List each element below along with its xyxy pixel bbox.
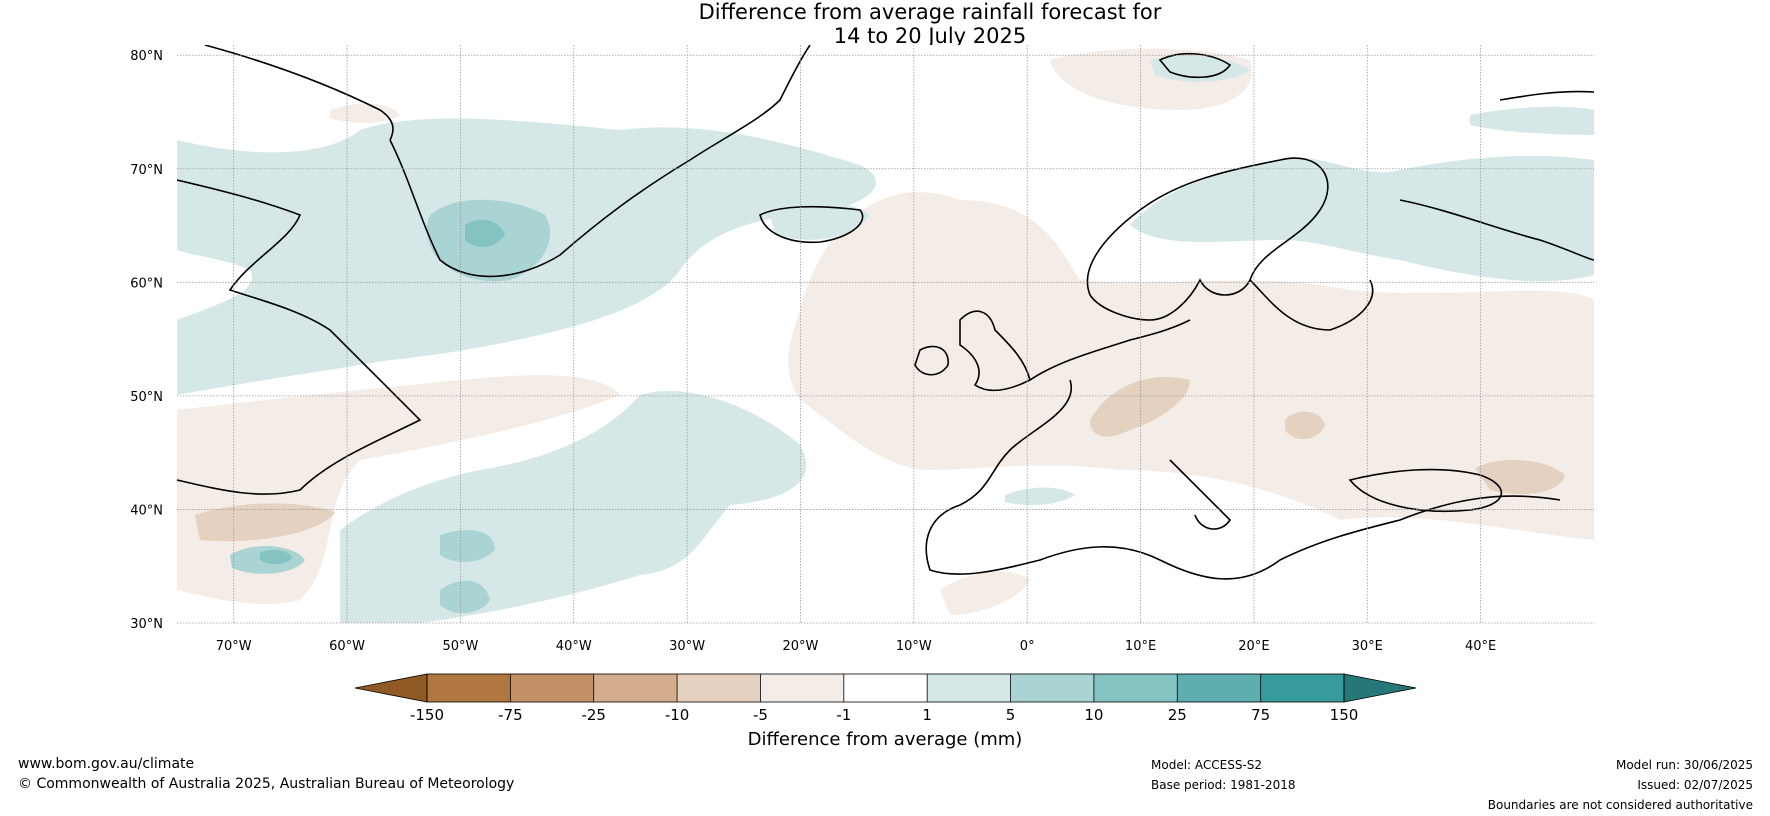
coast-novaya (1499, 90, 1594, 101)
lat-label: 70°N (130, 163, 163, 178)
lon-label: 10°W (896, 639, 932, 654)
coast-russia-north (1399, 199, 1594, 261)
colorbar-segment (1260, 674, 1344, 702)
colorbar-tick-label: -5 (753, 706, 768, 724)
coast-black-sea (1348, 468, 1503, 513)
colorbar-tick-label: 1 (922, 706, 932, 724)
colorbar-segment (1093, 674, 1178, 702)
colorbar-extend-high (1343, 673, 1417, 703)
lon-label: 60°W (329, 639, 365, 654)
lat-label: 80°N (130, 49, 163, 64)
dry-spot-carpathians (1285, 411, 1325, 440)
footer-base-period: Base period: 1981-2018 (1151, 778, 1296, 792)
footer-model-run: Model run: 30/06/2025 (1615, 758, 1753, 772)
lon-label: 0° (1020, 639, 1035, 654)
colorbar-tick-label: -1 (836, 706, 851, 724)
dry-region-north-atlantic (330, 103, 400, 123)
wet-region-iceland (770, 202, 870, 240)
lat-label: 30°N (130, 617, 163, 632)
lon-label: 40°E (1465, 639, 1496, 654)
coast-greenland (389, 45, 811, 278)
colorbar-tick-label: 5 (1006, 706, 1016, 724)
colorbar-tick-label: -150 (410, 706, 444, 724)
coast-british-isles (959, 310, 1031, 392)
colorbar-segment (510, 674, 594, 702)
coast-europe (925, 319, 1561, 580)
lon-label: 20°W (783, 639, 819, 654)
colorbar-segment (427, 674, 511, 702)
latitude-labels: 80°N 70°N 60°N 50°N 40°N 30°N (130, 49, 163, 632)
dry-spot-alps (1090, 376, 1190, 437)
coast-ireland (914, 345, 949, 376)
wet-spot-atlantic-south (440, 580, 490, 614)
colorbar-tick-label: -25 (581, 706, 606, 724)
wet-region-azores (340, 391, 807, 623)
coast-italy (1169, 459, 1232, 530)
lon-label: 40°W (556, 639, 592, 654)
colorbar-segment (927, 674, 1011, 702)
footer-issued: Issued: 02/07/2025 (1637, 778, 1753, 792)
colorbar-segment (593, 674, 678, 702)
coast-iceland (759, 205, 864, 244)
footer-model: Model: ACCESS-S2 (1151, 758, 1263, 772)
lat-label: 50°N (130, 390, 163, 405)
lon-label: 30°W (669, 639, 705, 654)
footer-website[interactable]: www.bom.gov.au/climate (18, 756, 195, 772)
colorbar-label: Difference from average (mm) (748, 729, 1023, 750)
colorbar-extend-low (354, 673, 428, 703)
colorbar-tick-label: -75 (498, 706, 523, 724)
lon-label: 30°E (1352, 639, 1383, 654)
lat-label: 60°N (130, 276, 163, 291)
colorbar-tick-label: 75 (1251, 706, 1270, 724)
coast-greenland-north (204, 45, 394, 141)
wet-region-scandinavia (1130, 155, 1594, 282)
footer-disclaimer: Boundaries are not considered authoritat… (1487, 798, 1753, 812)
colorbar-tick-label: 25 (1168, 706, 1187, 724)
colorbar-segment (1010, 674, 1094, 702)
lon-label: 20°E (1238, 639, 1269, 654)
anomaly-fields (177, 48, 1594, 623)
coast-baltic (1249, 279, 1374, 331)
title-line-1: Difference from average rainfall forecas… (698, 0, 1162, 24)
colorbar-tick-label: 10 (1084, 706, 1103, 724)
lon-label: 10°E (1125, 639, 1156, 654)
colorbar: -150 -75 -25 -10 -5 -1 1 5 10 25 75 150 (354, 673, 1417, 724)
lon-label: 50°W (442, 639, 478, 654)
gridlines (177, 45, 1594, 624)
dry-region-south-atlantic (177, 375, 620, 605)
colorbar-segment (760, 674, 844, 702)
coast-baffin (177, 179, 422, 495)
coast-spitsbergen (1158, 52, 1232, 79)
title-line-2: 14 to 20 July 2025 (833, 24, 1027, 48)
wet-region-mediterranean (1005, 487, 1075, 506)
coast-scandinavia (1086, 157, 1329, 321)
wet-spot-azores (440, 530, 495, 562)
footer-copyright: © Commonwealth of Australia 2025, Austra… (18, 776, 515, 792)
dry-region-north-africa (940, 571, 1030, 615)
dry-region-europe (788, 192, 1594, 540)
lat-label: 40°N (130, 503, 163, 518)
wet-core-greenland (465, 219, 505, 247)
colorbar-segment (843, 674, 928, 702)
colorbar-tick-label: -10 (665, 706, 690, 724)
map-title: Difference from average rainfall forecas… (0, 0, 1770, 48)
colorbar-tick-label: 150 (1330, 706, 1359, 724)
colorbar-segment (1177, 674, 1261, 702)
coastlines (177, 45, 1594, 580)
dry-spot-atlantic (195, 503, 335, 542)
colorbar-segment (677, 674, 761, 702)
wet-core-bermuda (260, 549, 292, 565)
wet-region-kara (1470, 106, 1594, 135)
longitude-labels: 70°W 60°W 50°W 40°W 30°W 20°W 10°W 0° 10°E 20°E 30… (216, 639, 1497, 654)
lon-label: 70°W (216, 639, 252, 654)
